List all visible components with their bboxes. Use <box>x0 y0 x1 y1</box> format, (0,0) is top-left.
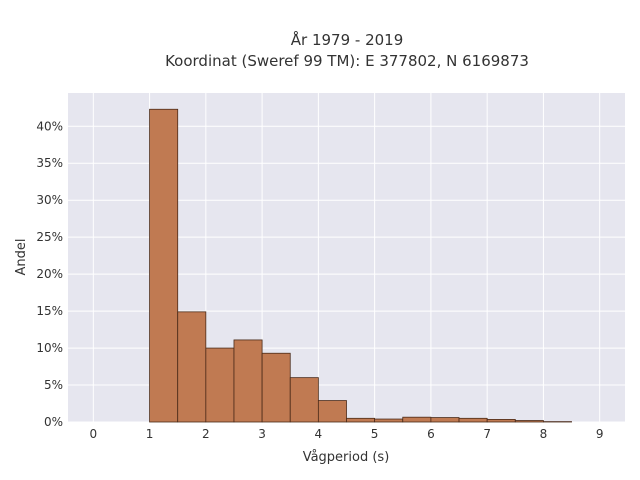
y-tick-label: 40% <box>36 119 63 133</box>
x-tick-label: 8 <box>540 427 548 441</box>
x-tick-label: 5 <box>371 427 379 441</box>
y-tick-labels: 0% 5% 10% 15% 20% 25% 30% 35% 40% <box>36 119 63 429</box>
y-tick-label: 25% <box>36 230 63 244</box>
x-axis-label: Vågperiod (s) <box>303 450 390 465</box>
histogram-bar <box>261 352 291 423</box>
x-tick-label: 7 <box>483 427 491 441</box>
histogram-bar <box>233 339 263 423</box>
x-tick-label: 2 <box>202 427 210 441</box>
histogram-bar <box>346 417 376 423</box>
histogram-bar <box>402 416 432 423</box>
histogram-bar <box>317 400 347 423</box>
bars <box>149 108 572 423</box>
y-tick-label: 15% <box>36 304 63 318</box>
histogram-bar <box>177 311 207 423</box>
y-tick-label: 5% <box>44 378 63 392</box>
x-tick-labels: 0 1 2 3 4 5 6 7 8 9 <box>89 427 603 441</box>
chart-title-line1: År 1979 - 2019 <box>291 30 404 49</box>
y-tick-label: 35% <box>36 156 63 170</box>
x-tick-label: 3 <box>258 427 266 441</box>
histogram-bar <box>458 417 488 423</box>
histogram-bar <box>289 377 319 423</box>
y-tick-label: 10% <box>36 341 63 355</box>
histogram-bar <box>486 419 516 423</box>
y-tick-label: 20% <box>36 267 63 281</box>
x-tick-label: 9 <box>596 427 604 441</box>
histogram-bar <box>430 417 460 423</box>
x-tick-label: 1 <box>146 427 154 441</box>
histogram-bar <box>374 418 404 423</box>
x-tick-label: 0 <box>89 427 97 441</box>
y-axis-label: Andel <box>14 239 29 276</box>
x-tick-label: 4 <box>315 427 323 441</box>
histogram-bar <box>205 347 235 423</box>
histogram-bar <box>149 108 179 423</box>
x-tick-label: 6 <box>427 427 435 441</box>
histogram-bar <box>514 420 544 423</box>
y-tick-label: 30% <box>36 193 63 207</box>
chart-title-line2: Koordinat (Sweref 99 TM): E 377802, N 61… <box>165 52 529 70</box>
y-tick-label: 0% <box>44 415 63 429</box>
